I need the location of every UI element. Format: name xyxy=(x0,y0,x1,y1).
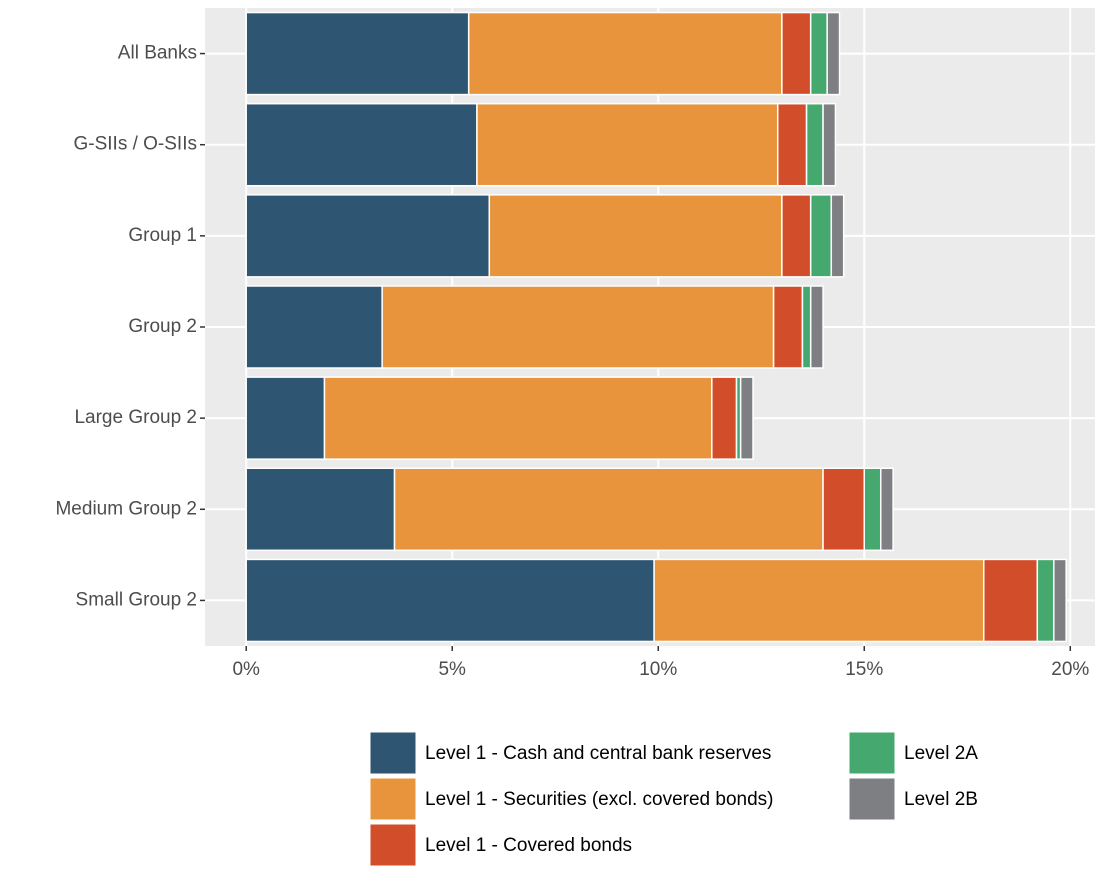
bar-segment xyxy=(1036,558,1055,643)
bar-segment xyxy=(488,194,783,278)
legend-key xyxy=(369,731,417,775)
bar-segment xyxy=(781,194,812,278)
x-tick-label: 20% xyxy=(1051,659,1089,680)
legend-label: Level 2A xyxy=(904,743,978,764)
legend-label: Level 1 - Cash and central bank reserves xyxy=(425,743,771,764)
bar-segment xyxy=(809,11,828,96)
legend-label: Level 2B xyxy=(904,789,978,810)
bar-segment xyxy=(776,102,808,187)
bar-segment xyxy=(323,376,713,460)
x-tick-label: 15% xyxy=(845,659,883,680)
bar-segment xyxy=(805,102,824,187)
bar-segment xyxy=(393,467,824,552)
bar-segment xyxy=(476,102,779,187)
bar-segment xyxy=(739,376,754,460)
bar-segment xyxy=(1053,558,1067,643)
bar-segment xyxy=(822,467,866,552)
bar-segment xyxy=(863,467,882,552)
legend-label: Level 1 - Securities (excl. covered bond… xyxy=(425,789,774,810)
bar-segment xyxy=(711,376,738,460)
x-tick-label: 0% xyxy=(232,659,260,680)
y-tick-label: Group 1 xyxy=(128,225,197,246)
bar-segment xyxy=(653,558,985,643)
bar-segment xyxy=(245,467,396,552)
legend-key xyxy=(369,823,417,867)
bar-segment xyxy=(772,285,804,369)
x-tick-label: 10% xyxy=(639,659,677,680)
legend-key xyxy=(848,731,896,775)
bar-segment xyxy=(809,194,833,278)
bar-segment xyxy=(822,102,837,187)
y-tick-label: Group 2 xyxy=(128,316,197,337)
y-tick-label: Medium Group 2 xyxy=(55,498,197,519)
bar-segment xyxy=(809,285,824,369)
y-tick-label: G-SIIs / O-SIIs xyxy=(73,134,197,155)
bar-segment xyxy=(879,467,894,552)
bar-segment xyxy=(245,376,326,460)
bar-segment xyxy=(245,194,491,278)
x-tick-label: 5% xyxy=(438,659,466,680)
bar-segment xyxy=(983,558,1039,643)
bar-segment xyxy=(467,11,783,96)
y-tick-label: Small Group 2 xyxy=(76,589,197,610)
bar-segment xyxy=(245,285,383,369)
legend-label: Level 1 - Covered bonds xyxy=(425,835,632,856)
bar-segment xyxy=(801,285,812,369)
bar-segment xyxy=(830,194,845,278)
bar-segment xyxy=(826,11,841,96)
bar-segment xyxy=(781,11,812,96)
bar-segment xyxy=(245,102,478,187)
bar-segment xyxy=(245,558,655,643)
y-tick-label: All Banks xyxy=(118,43,197,64)
y-tick-label: Large Group 2 xyxy=(74,407,197,428)
bar-segment xyxy=(245,11,470,96)
bar-segment xyxy=(381,285,775,369)
legend-key xyxy=(848,777,896,821)
legend-key xyxy=(369,777,417,821)
